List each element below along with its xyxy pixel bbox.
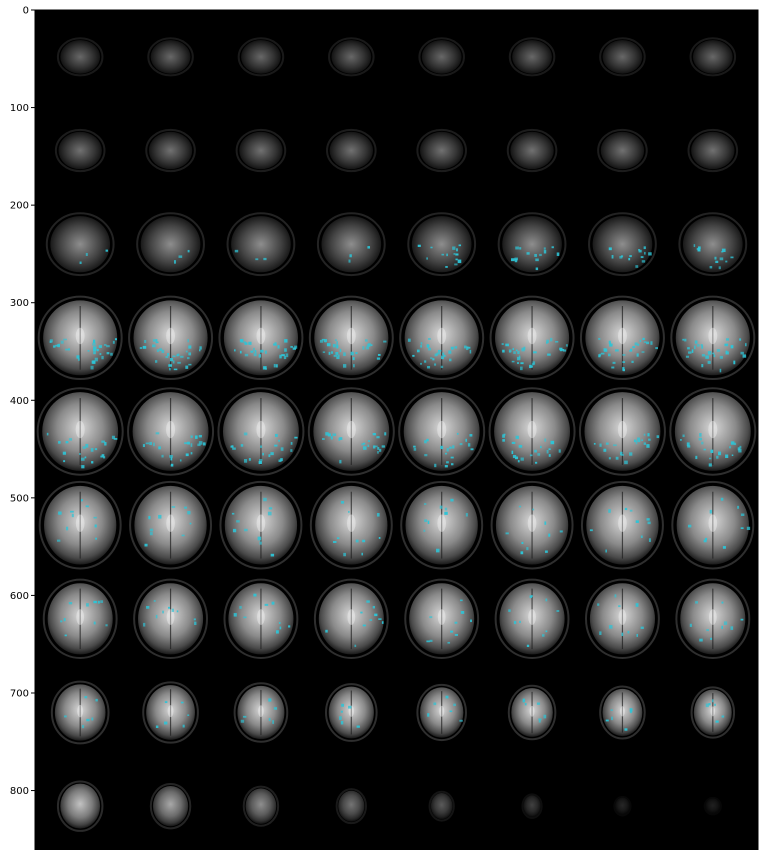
brain-slice xyxy=(398,387,486,476)
brain-slice xyxy=(599,37,646,77)
brain-slice xyxy=(56,780,104,832)
brain-slice xyxy=(407,212,477,277)
brain-slice xyxy=(308,295,394,381)
brain-slice xyxy=(488,387,576,476)
brain-slice xyxy=(237,37,285,77)
y-axis-ticks: 0 100 200 300 400 500 600 700 800 xyxy=(10,6,35,797)
brain-slice xyxy=(579,295,665,381)
brain-slice xyxy=(145,128,196,173)
brain-slice xyxy=(223,578,299,659)
y-tick-label: 200 xyxy=(10,201,29,212)
brain-slice xyxy=(588,212,657,277)
brain-slice xyxy=(129,480,213,570)
axes-frame xyxy=(34,9,759,850)
brain-slice xyxy=(671,480,755,570)
brain-slice xyxy=(400,480,484,570)
brain-slice xyxy=(136,212,205,277)
brain-slice xyxy=(669,387,757,476)
brain-slice xyxy=(584,578,660,659)
y-tick-label: 800 xyxy=(10,786,29,797)
brain-slice xyxy=(703,796,722,816)
brain-slice xyxy=(675,578,751,659)
brain-slice xyxy=(494,578,570,659)
brain-slice xyxy=(127,387,215,476)
y-tick-label: 400 xyxy=(10,396,29,407)
brain-slice xyxy=(670,295,756,381)
brain-slice xyxy=(416,683,467,742)
brain-slice xyxy=(613,795,632,817)
brain-slice xyxy=(142,681,199,744)
brain-slice xyxy=(219,480,303,570)
brain-slice xyxy=(416,128,467,173)
brain-slice xyxy=(328,37,375,77)
y-tick-label: 0 xyxy=(23,6,29,17)
brain-slice xyxy=(38,480,122,570)
brain-slice xyxy=(678,212,748,277)
brain-slice xyxy=(217,387,305,476)
brain-slice xyxy=(37,295,123,381)
brain-slice xyxy=(506,128,558,173)
brain-slice xyxy=(689,37,737,77)
brain-slice xyxy=(404,578,480,659)
brain-slice xyxy=(149,783,192,830)
brain-slice xyxy=(56,37,104,77)
brain-slice xyxy=(507,684,557,741)
y-tick-label: 300 xyxy=(10,298,29,309)
brain-slice xyxy=(580,480,664,570)
brain-slice xyxy=(508,37,556,77)
brain-slice xyxy=(428,790,455,822)
brain-slice xyxy=(497,212,567,277)
brain-slice xyxy=(309,480,393,570)
brain-slice xyxy=(128,295,214,381)
brain-slice xyxy=(335,788,367,825)
mri-image-area xyxy=(35,10,758,850)
brain-slice xyxy=(233,682,289,743)
y-tick-label: 700 xyxy=(10,688,29,699)
slice-grid xyxy=(36,37,757,832)
brain-slice xyxy=(42,578,118,659)
brain-slice xyxy=(242,785,280,827)
brain-slice xyxy=(36,387,124,476)
brain-slice xyxy=(690,686,736,739)
brain-slice xyxy=(313,578,389,659)
brain-slice xyxy=(133,578,209,659)
brain-slice xyxy=(418,37,465,77)
brain-slice xyxy=(235,128,287,173)
brain-slice xyxy=(54,128,106,173)
brain-slice xyxy=(599,685,646,740)
brain-slice xyxy=(521,793,543,820)
y-tick-label: 500 xyxy=(10,493,29,504)
brain-slice xyxy=(45,212,115,277)
brain-slice xyxy=(307,387,395,476)
brain-slice xyxy=(325,683,378,742)
y-tick-label: 100 xyxy=(10,103,29,114)
brain-slice xyxy=(399,295,485,381)
brain-slice xyxy=(489,295,575,381)
brain-slice xyxy=(50,680,110,745)
brain-slice xyxy=(316,212,386,277)
brain-slice xyxy=(147,37,194,77)
brain-slice xyxy=(218,295,304,381)
brain-slice xyxy=(326,128,377,173)
brain-slice xyxy=(226,212,296,277)
brain-slice xyxy=(597,128,648,173)
brain-slice xyxy=(687,128,739,173)
brain-slice xyxy=(578,387,666,476)
y-tick-label: 600 xyxy=(10,591,29,602)
brain-slice xyxy=(490,480,574,570)
